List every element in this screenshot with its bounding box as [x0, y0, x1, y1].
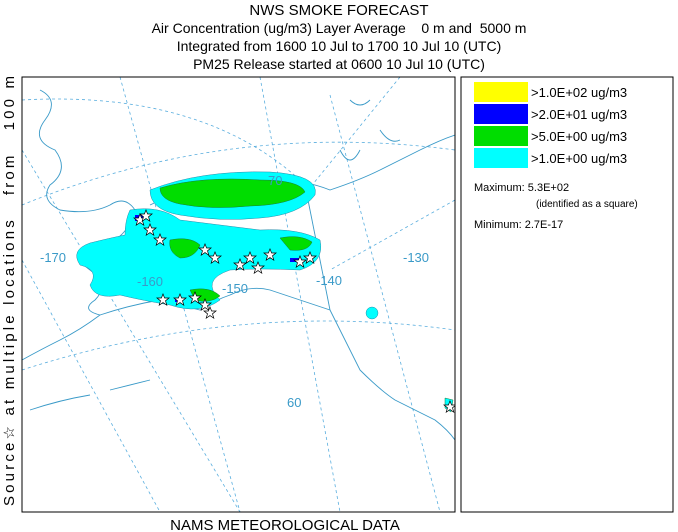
legend-swatch: [474, 82, 528, 102]
title: NWS SMOKE FORECAST: [249, 2, 428, 19]
legend-note: (identified as a square): [536, 199, 638, 210]
map-label: -170: [40, 250, 66, 265]
map-label: 70: [268, 173, 282, 188]
legend-label: >1.0E+00 ug/m3: [531, 151, 627, 166]
map-label: -160: [137, 274, 163, 289]
graticule: [22, 77, 455, 512]
legend-label: >5.0E+00 ug/m3: [531, 129, 627, 144]
legend-frame: [460, 76, 674, 513]
legend-swatch: [474, 148, 528, 168]
legend: Maximum: 5.3E+02 (identified as a square…: [460, 76, 674, 513]
map: -170 -160 -150 -140 -130 70 60: [21, 76, 456, 513]
map-label: -130: [403, 250, 429, 265]
legend-label: >1.0E+02 ug/m3: [531, 85, 627, 100]
footer: NAMS METEOROLOGICAL DATA: [170, 517, 400, 532]
subtitle: Air Concentration (ug/m3) Layer Average …: [152, 20, 527, 36]
legend-swatch: [474, 126, 528, 146]
legend-swatch: [474, 104, 528, 124]
map-label: -140: [316, 273, 342, 288]
legend-minimum: Minimum: 2.7E-17: [474, 219, 563, 231]
legend-label: >2.0E+01 ug/m3: [531, 107, 627, 122]
side-label: Source☆ at multiple locations from 100 m: [1, 76, 18, 506]
map-label: -150: [222, 281, 248, 296]
map-label: 60: [287, 395, 301, 410]
subtitle: PM25 Release started at 0600 10 Jul 10 (…: [193, 56, 485, 72]
subtitle: Integrated from 1600 10 Jul to 1700 10 J…: [177, 38, 502, 54]
map-frame: [21, 76, 456, 513]
smoke-plume: [76, 171, 454, 413]
legend-maximum: Maximum: 5.3E+02: [474, 182, 569, 194]
